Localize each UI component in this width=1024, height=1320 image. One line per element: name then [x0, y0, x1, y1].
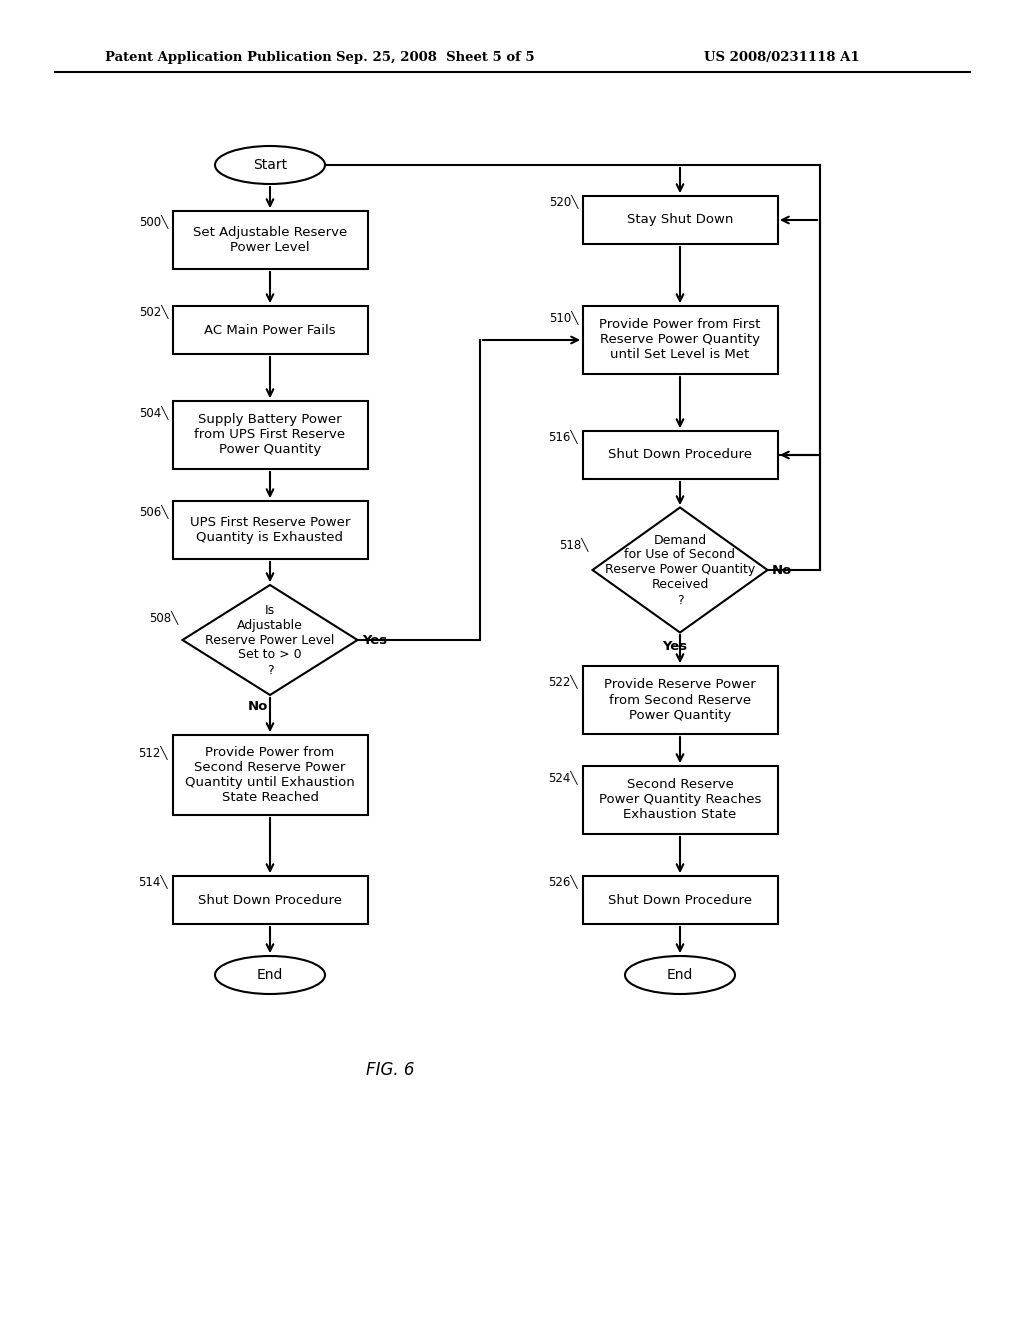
Text: 506╲: 506╲: [138, 506, 168, 519]
FancyBboxPatch shape: [583, 195, 777, 244]
FancyBboxPatch shape: [583, 766, 777, 834]
Text: 524╲: 524╲: [549, 771, 578, 785]
Text: 508╲: 508╲: [148, 611, 178, 624]
Text: 512╲: 512╲: [138, 746, 168, 760]
FancyBboxPatch shape: [172, 306, 368, 354]
Text: Supply Battery Power
from UPS First Reserve
Power Quantity: Supply Battery Power from UPS First Rese…: [195, 413, 345, 457]
Text: Shut Down Procedure: Shut Down Procedure: [198, 894, 342, 907]
Text: Second Reserve
Power Quantity Reaches
Exhaustion State: Second Reserve Power Quantity Reaches Ex…: [599, 779, 761, 821]
Text: Is
Adjustable
Reserve Power Level
Set to > 0
?: Is Adjustable Reserve Power Level Set to…: [206, 603, 335, 676]
Text: 514╲: 514╲: [138, 875, 168, 888]
Text: Shut Down Procedure: Shut Down Procedure: [608, 894, 752, 907]
Text: Stay Shut Down: Stay Shut Down: [627, 214, 733, 227]
Text: Yes: Yes: [362, 634, 387, 647]
Text: Provide Power from First
Reserve Power Quantity
until Set Level is Met: Provide Power from First Reserve Power Q…: [599, 318, 761, 362]
Text: Shut Down Procedure: Shut Down Procedure: [608, 449, 752, 462]
FancyBboxPatch shape: [172, 211, 368, 269]
Text: Provide Power from
Second Reserve Power
Quantity until Exhaustion
State Reached: Provide Power from Second Reserve Power …: [185, 746, 355, 804]
Text: Provide Reserve Power
from Second Reserve
Power Quantity: Provide Reserve Power from Second Reserv…: [604, 678, 756, 722]
FancyBboxPatch shape: [172, 401, 368, 469]
Text: 516╲: 516╲: [549, 430, 578, 444]
Text: 522╲: 522╲: [549, 675, 578, 689]
Text: 500╲: 500╲: [138, 215, 168, 228]
FancyBboxPatch shape: [583, 667, 777, 734]
Text: Start: Start: [253, 158, 287, 172]
FancyBboxPatch shape: [583, 876, 777, 924]
Text: Yes: Yes: [663, 639, 687, 652]
Text: US 2008/0231118 A1: US 2008/0231118 A1: [705, 51, 860, 65]
Text: AC Main Power Fails: AC Main Power Fails: [204, 323, 336, 337]
Text: End: End: [257, 968, 284, 982]
Text: UPS First Reserve Power
Quantity is Exhausted: UPS First Reserve Power Quantity is Exha…: [189, 516, 350, 544]
Text: Patent Application Publication: Patent Application Publication: [105, 51, 332, 65]
Text: No: No: [772, 564, 793, 577]
Ellipse shape: [625, 956, 735, 994]
Text: 518╲: 518╲: [559, 539, 588, 552]
FancyBboxPatch shape: [583, 306, 777, 374]
FancyBboxPatch shape: [583, 432, 777, 479]
Polygon shape: [593, 507, 768, 632]
Polygon shape: [182, 585, 357, 696]
Text: Demand
for Use of Second
Reserve Power Quantity
Received
?: Demand for Use of Second Reserve Power Q…: [605, 533, 755, 606]
Text: 510╲: 510╲: [549, 312, 578, 325]
FancyBboxPatch shape: [172, 502, 368, 558]
Text: No: No: [248, 701, 268, 714]
Text: 526╲: 526╲: [549, 875, 578, 888]
Text: Set Adjustable Reserve
Power Level: Set Adjustable Reserve Power Level: [193, 226, 347, 253]
Ellipse shape: [215, 956, 325, 994]
FancyBboxPatch shape: [172, 876, 368, 924]
Text: 504╲: 504╲: [138, 407, 168, 420]
Text: Sep. 25, 2008  Sheet 5 of 5: Sep. 25, 2008 Sheet 5 of 5: [336, 51, 535, 65]
Text: End: End: [667, 968, 693, 982]
FancyBboxPatch shape: [172, 735, 368, 814]
Text: FIG. 6: FIG. 6: [366, 1061, 415, 1078]
Text: 502╲: 502╲: [138, 305, 168, 319]
Text: 520╲: 520╲: [549, 195, 578, 209]
Ellipse shape: [215, 147, 325, 183]
